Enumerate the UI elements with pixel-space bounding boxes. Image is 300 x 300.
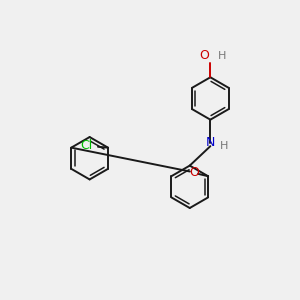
Text: O: O: [189, 166, 199, 179]
Text: N: N: [206, 136, 215, 149]
Text: O: O: [200, 49, 209, 62]
Text: H: H: [218, 51, 226, 61]
Text: Cl: Cl: [80, 140, 93, 152]
Text: H: H: [220, 141, 228, 151]
